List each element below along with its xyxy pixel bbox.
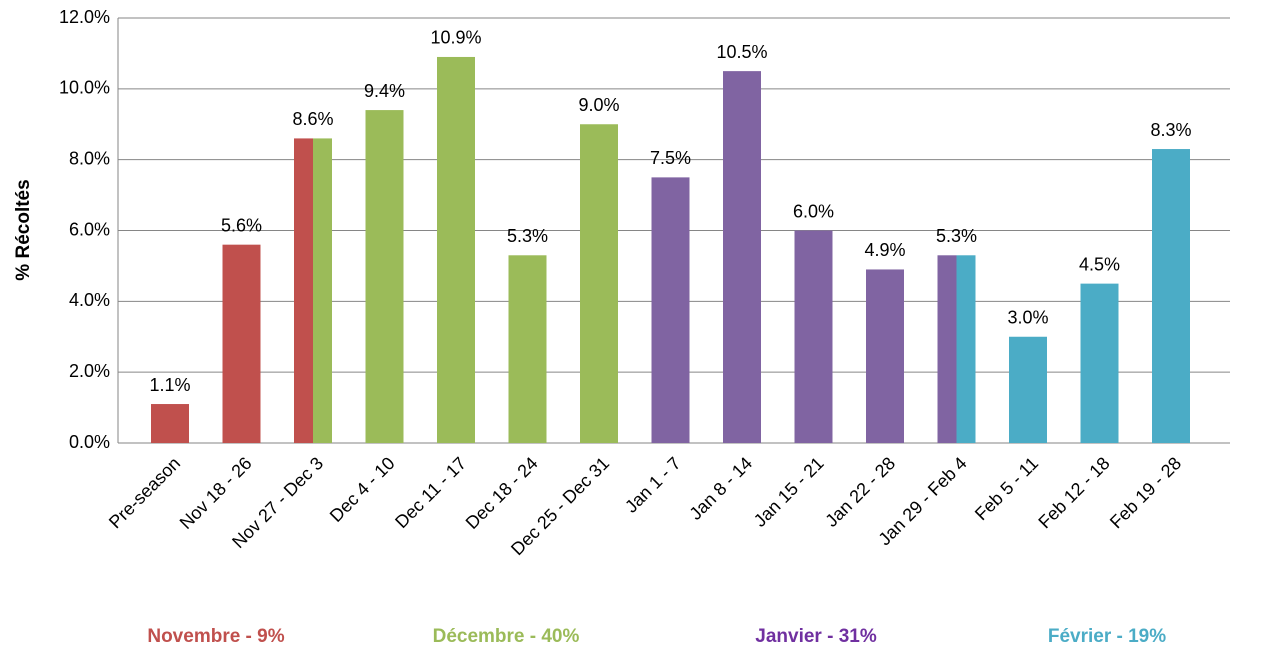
y-tick-label: 8.0% — [69, 148, 110, 168]
value-label: 1.1% — [149, 375, 190, 395]
x-tick-label: Dec 11 - 17 — [391, 453, 470, 532]
month-label: Décembre - 40% — [433, 626, 580, 647]
value-label: 5.3% — [507, 226, 548, 246]
bar — [1080, 283, 1119, 443]
month-label: Novembre - 9% — [147, 626, 284, 647]
y-tick-label: 6.0% — [69, 219, 110, 239]
month-label: Janvier - 31% — [755, 626, 877, 647]
value-label: 3.0% — [1007, 308, 1048, 328]
bar — [294, 138, 313, 443]
bar — [723, 71, 761, 443]
y-tick-label: 2.0% — [69, 361, 110, 381]
bar — [437, 56, 475, 443]
value-label: 4.5% — [1079, 254, 1120, 274]
value-label: 10.9% — [430, 28, 481, 48]
x-tick-label: Feb 19 - 28 — [1106, 453, 1185, 532]
bar — [580, 124, 618, 443]
bar — [937, 255, 957, 443]
value-label: 8.6% — [292, 109, 333, 129]
bar — [866, 269, 904, 443]
bar — [313, 138, 332, 443]
value-label: 4.9% — [864, 240, 905, 260]
bar — [1009, 336, 1047, 443]
bar — [365, 110, 404, 443]
x-tick-label: Feb 5 - 11 — [971, 453, 1042, 524]
bar — [1152, 149, 1190, 443]
x-tick-label: Jan 8 - 14 — [685, 453, 756, 524]
y-tick-label: 12.0% — [59, 7, 110, 27]
y-axis-title: % Récoltés — [13, 179, 34, 280]
x-tick-label: Jan 1 - 7 — [621, 453, 685, 517]
value-label: 9.0% — [578, 95, 619, 115]
x-tick-label: Pre-season — [105, 453, 184, 532]
value-label: 9.4% — [364, 81, 405, 101]
value-label: 10.5% — [716, 42, 767, 62]
x-tick-label: Feb 12 - 18 — [1034, 453, 1113, 532]
bar — [508, 255, 547, 443]
bar — [151, 404, 189, 443]
value-label: 5.6% — [221, 215, 262, 235]
bar — [651, 177, 690, 443]
y-tick-label: 4.0% — [69, 290, 110, 310]
value-label: 8.3% — [1150, 120, 1191, 140]
y-tick-label: 0.0% — [69, 432, 110, 452]
value-label: 6.0% — [793, 201, 834, 221]
value-label: 5.3% — [936, 226, 977, 246]
y-tick-label: 10.0% — [59, 78, 110, 98]
x-tick-label: Nov 18 - 26 — [176, 453, 256, 533]
x-tick-label: Dec 4 - 10 — [326, 453, 399, 526]
bar — [794, 230, 833, 443]
bar — [956, 255, 976, 443]
x-tick-label: Jan 15 - 21 — [750, 453, 828, 531]
month-label: Février - 19% — [1048, 626, 1166, 647]
bar — [222, 244, 261, 443]
value-label: 7.5% — [650, 148, 691, 168]
x-tick-label: Dec 18 - 24 — [462, 453, 542, 533]
x-tick-label: Jan 22 - 28 — [821, 453, 899, 531]
